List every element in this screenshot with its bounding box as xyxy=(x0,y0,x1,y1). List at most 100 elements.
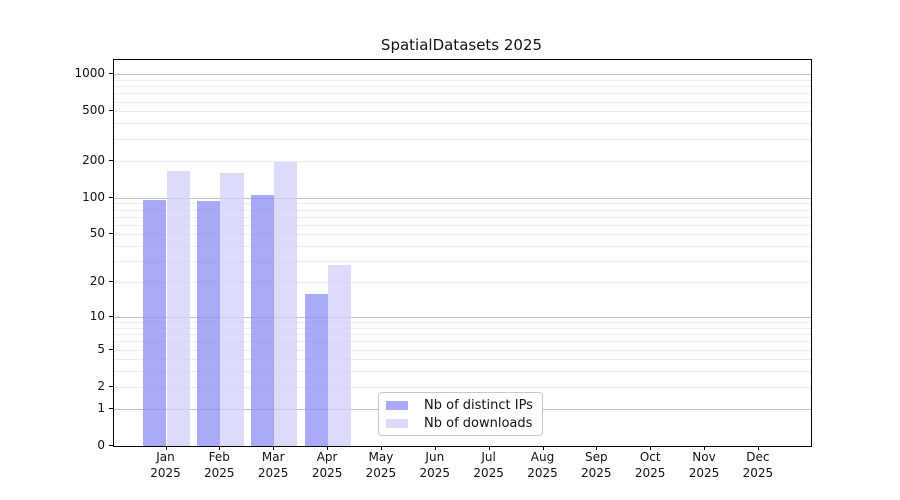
legend: Nb of distinct IPs Nb of downloads xyxy=(378,392,543,436)
x-tick-month: Sep xyxy=(584,450,608,464)
x-tick-mark xyxy=(380,446,382,450)
y-tick-mark xyxy=(109,110,113,112)
x-tick-month: May xyxy=(368,450,394,464)
y-tick-mark xyxy=(109,233,113,235)
gridline-major xyxy=(114,197,811,199)
x-tick-label: Oct 2025 xyxy=(622,449,678,481)
gridline-major xyxy=(114,316,811,318)
bar-distinct-ips-feb xyxy=(197,200,221,446)
bar-distinct-ips-jan xyxy=(143,200,167,446)
y-tick-mark xyxy=(109,73,113,75)
gridline-minor xyxy=(114,123,811,125)
y-tick-mark xyxy=(109,159,113,161)
y-tick-label: 10 xyxy=(89,308,105,323)
x-tick-label: Dec 2025 xyxy=(730,449,786,481)
x-tick-label: May 2025 xyxy=(353,449,409,481)
x-tick-mark xyxy=(165,446,167,450)
gridline-minor xyxy=(114,86,811,88)
x-tick-month: Jun xyxy=(425,450,445,464)
gridline-minor xyxy=(114,349,811,351)
x-tick-mark xyxy=(542,446,544,450)
y-tick-mark xyxy=(109,348,113,350)
y-tick-label: 5 xyxy=(97,341,105,356)
bar-downloads-mar xyxy=(274,161,298,446)
x-tick-mark xyxy=(327,446,329,450)
x-tick-month: Feb xyxy=(208,450,230,464)
gridline-minor xyxy=(114,203,811,205)
y-tick-label: 20 xyxy=(89,274,105,289)
gridline-minor xyxy=(114,371,811,373)
x-tick-year: 2025 xyxy=(204,466,235,480)
gridline-minor xyxy=(114,282,811,284)
y-tick-label: 50 xyxy=(89,226,105,241)
y-tick-mark xyxy=(109,281,113,283)
y-tick-label: 1 xyxy=(97,400,105,415)
gridline-minor xyxy=(114,359,811,361)
y-tick-mark xyxy=(109,385,113,387)
gridline-minor xyxy=(114,334,811,336)
y-tick-mark xyxy=(109,315,113,317)
x-tick-label: Mar 2025 xyxy=(245,449,301,481)
gridline-minor xyxy=(114,216,811,218)
x-tick-mark xyxy=(273,446,275,450)
legend-label-distinct-ips: Nb of distinct IPs xyxy=(424,397,533,413)
y-tick-label: 0 xyxy=(97,438,105,452)
y-tick-label: 100 xyxy=(82,189,105,204)
gridline-minor xyxy=(114,341,811,343)
x-tick-label: Jan 2025 xyxy=(138,449,194,481)
gridline-minor xyxy=(114,79,811,81)
x-tick-month: Oct xyxy=(639,450,661,464)
bar-distinct-ips-mar xyxy=(250,194,275,446)
bar-downloads-feb xyxy=(220,173,244,446)
bar-downloads-jan xyxy=(166,170,190,446)
legend-entry-distinct-ips: Nb of distinct IPs xyxy=(386,398,535,413)
x-tick-label: Apr 2025 xyxy=(299,449,355,481)
chart-title: SpatialDatasets 2025 xyxy=(380,36,543,54)
legend-swatch-downloads xyxy=(386,418,408,428)
x-tick-mark xyxy=(757,446,759,450)
gridline-minor xyxy=(114,138,811,140)
x-tick-year: 2025 xyxy=(311,466,343,480)
x-tick-month: Jul xyxy=(481,450,496,464)
x-tick-month: Jan xyxy=(156,450,175,464)
y-tick-label: 1000 xyxy=(74,66,105,81)
x-tick-month: Nov xyxy=(692,450,716,464)
gridline-minor xyxy=(114,246,811,248)
gridline-minor xyxy=(114,261,811,263)
y-tick-mark xyxy=(109,196,113,198)
x-tick-year: 2025 xyxy=(150,466,181,480)
gridline-minor xyxy=(114,93,811,95)
gridline-minor xyxy=(114,327,811,329)
gridline-minor xyxy=(114,111,811,113)
x-tick-month: Aug xyxy=(530,450,555,464)
legend-label-downloads: Nb of downloads xyxy=(424,415,533,431)
x-tick-year: 2025 xyxy=(527,466,558,480)
x-tick-label: Jun 2025 xyxy=(407,449,463,481)
x-tick-month: Dec xyxy=(746,450,770,464)
legend-entry-downloads: Nb of downloads xyxy=(386,416,535,431)
gridline-minor xyxy=(114,224,811,226)
x-tick-year: 2025 xyxy=(581,466,612,480)
x-tick-mark xyxy=(704,446,705,450)
x-tick-mark xyxy=(596,446,598,450)
x-tick-month: Mar xyxy=(261,450,285,464)
x-tick-label: Sep 2025 xyxy=(568,449,624,481)
y-tick-mark xyxy=(109,445,113,446)
x-tick-year: 2025 xyxy=(473,466,504,480)
x-tick-mark xyxy=(434,446,436,450)
plot-area xyxy=(113,59,812,447)
x-tick-year: 2025 xyxy=(419,466,451,480)
x-tick-year: 2025 xyxy=(688,466,720,480)
x-tick-label: Aug 2025 xyxy=(515,449,571,481)
legend-swatch-distinct-ips xyxy=(386,400,408,410)
gridline-minor xyxy=(114,101,811,103)
y-tick-label: 500 xyxy=(82,103,105,118)
bar-downloads-apr xyxy=(328,264,352,446)
x-tick-label: Nov 2025 xyxy=(676,449,732,481)
gridline-minor xyxy=(114,386,811,388)
x-tick-label: Jul 2025 xyxy=(461,449,517,481)
x-tick-year: 2025 xyxy=(742,466,774,480)
y-tick-mark xyxy=(109,407,113,409)
gridline-major xyxy=(114,74,811,76)
